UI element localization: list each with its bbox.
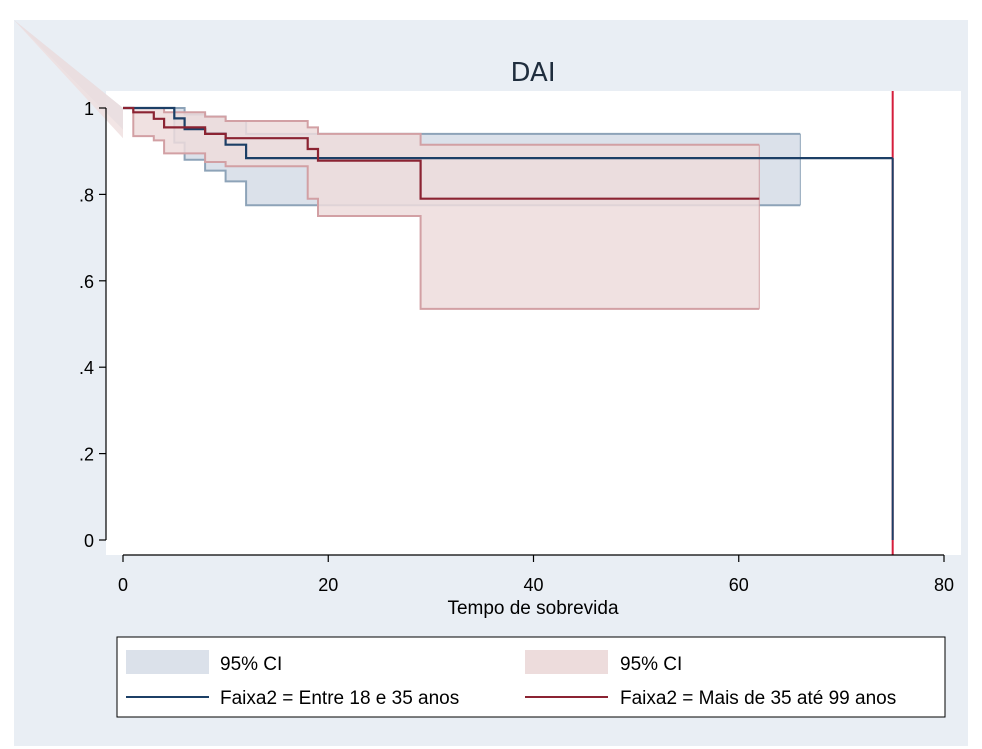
y-tick-label: 1	[84, 99, 94, 119]
axes: 0 .2 .4 .6 .8 1 0 20 40 60 80	[79, 99, 954, 595]
x-tick-label: 20	[318, 575, 338, 595]
x-tick-label: 40	[523, 575, 543, 595]
legend-label: Faixa2 = Mais de 35 até 99 anos	[620, 688, 896, 709]
legend-label: Faixa2 = Entre 18 e 35 anos	[220, 688, 459, 709]
x-tick-label: 0	[118, 575, 128, 595]
legend: 95% CI 95% CI Faixa2 = Entre 18 e 35 anos F…	[116, 636, 946, 718]
ci-artifact-red	[14, 20, 123, 139]
y-tick-label: .2	[79, 445, 94, 465]
x-tick-label: 60	[729, 575, 749, 595]
chart-title: DAI	[510, 58, 555, 88]
survival-lines	[123, 91, 894, 555]
y-tick-label: .6	[79, 272, 94, 292]
ci-corner-artifact	[14, 20, 123, 139]
ci-lower-series-2	[123, 107, 760, 310]
survival-line-series-2	[123, 106, 760, 200]
y-tick-label: .4	[79, 358, 94, 378]
legend-label: 95% CI	[620, 654, 682, 675]
legend-swatch-ci	[525, 650, 608, 674]
y-tick-label: .8	[79, 185, 94, 205]
legend-label: 95% CI	[220, 654, 282, 675]
x-axis-label: Tempo de sobrevida	[447, 598, 619, 619]
y-tick-label: 0	[84, 531, 94, 551]
x-tick-label: 80	[934, 575, 954, 595]
legend-swatch-ci	[126, 650, 209, 674]
